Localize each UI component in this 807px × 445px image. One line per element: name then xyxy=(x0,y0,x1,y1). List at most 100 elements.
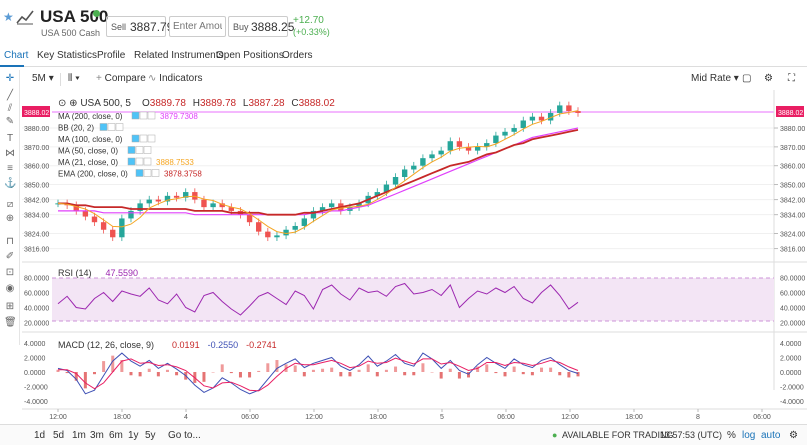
candle-body xyxy=(128,210,134,219)
study-control-icon[interactable] xyxy=(99,123,108,131)
study-control-icon[interactable] xyxy=(115,123,124,131)
macd-line xyxy=(57,352,579,395)
rsi-tick-label-left: 20.0000 xyxy=(24,321,49,328)
price-tick-label: 3842.00 xyxy=(780,198,805,205)
macd-histogram-bar xyxy=(512,366,516,372)
time-tick-label: 06:00 xyxy=(753,414,771,420)
eye-icon[interactable]: ◉ xyxy=(5,283,15,294)
zoom-icon[interactable]: ⊕ xyxy=(5,213,15,224)
lock-icon[interactable]: ⊡ xyxy=(5,267,15,278)
settings-icon[interactable]: ⚙ xyxy=(789,430,798,441)
range-3m[interactable]: 3m xyxy=(90,430,104,441)
text-icon[interactable]: T xyxy=(6,133,14,144)
macd-tick-label: 0.0000 xyxy=(780,370,802,377)
tab-chart[interactable]: Chart xyxy=(4,50,29,61)
amount-input[interactable] xyxy=(169,16,226,37)
sell-button[interactable]: Sell 3887.79 xyxy=(106,16,173,37)
study-control-icon[interactable] xyxy=(127,146,136,154)
tab-open-positions[interactable]: Open Positions xyxy=(216,50,284,61)
price-type-select[interactable]: Mid Rate ▾ xyxy=(691,73,739,84)
interval-value: 5M xyxy=(32,73,46,84)
tab-key-statistics[interactable]: Key Statistics xyxy=(37,50,98,61)
log-toggle[interactable]: log xyxy=(742,430,756,441)
range-5d[interactable]: 5d xyxy=(53,430,65,441)
channel-icon[interactable]: ⫽ xyxy=(7,103,13,114)
range-6m[interactable]: 6m xyxy=(109,430,123,441)
buy-button[interactable]: Buy 3888.25 xyxy=(228,16,294,37)
square-icon[interactable]: ▢ xyxy=(742,73,752,84)
study-control-icon[interactable] xyxy=(143,146,152,154)
study-control-icon[interactable] xyxy=(143,169,152,177)
chart-area[interactable]: ⊙ ⊕ USA 500, 5 O3889.78 H3889.78 L3887.2… xyxy=(22,90,807,421)
legend-icons[interactable]: ⊙ ⊕ xyxy=(58,98,80,109)
candle-body xyxy=(511,128,517,132)
study-control-icon[interactable] xyxy=(127,157,136,166)
buy-label: Buy xyxy=(233,22,249,32)
tab-related-instruments[interactable]: Related Instruments xyxy=(134,50,224,61)
study-control-icon[interactable] xyxy=(131,111,140,120)
study-name: MA (200, close, 0) xyxy=(58,112,123,121)
rsi-tick-label: 60.0000 xyxy=(780,291,805,298)
price-chart[interactable]: ⊙ ⊕ USA 500, 5 O3889.78 H3889.78 L3887.2… xyxy=(22,90,807,421)
price-tick-label-left: 3870.00 xyxy=(24,145,49,152)
percent-toggle[interactable]: % xyxy=(727,430,736,441)
crosshair-icon[interactable]: ✛ xyxy=(5,73,15,84)
price-badge-right-text: 3888.02 xyxy=(778,110,803,117)
settings-icon[interactable]: ⚙ xyxy=(764,73,773,84)
layers-icon[interactable]: ⊞ xyxy=(5,301,15,312)
pattern-icon[interactable]: ⋈ xyxy=(5,148,15,159)
trash-icon[interactable]: 🗑 xyxy=(4,317,17,328)
time-tick-label: 12:00 xyxy=(561,414,579,420)
magnet-icon[interactable]: ⊓ xyxy=(6,236,14,247)
study-control-icon[interactable] xyxy=(139,111,148,120)
status-dot-icon: ● xyxy=(552,430,558,440)
candle-body xyxy=(319,207,326,211)
study-name: BB (20, 2) xyxy=(58,124,94,133)
fibonacci-icon[interactable]: ≡ xyxy=(7,163,13,174)
brush-icon[interactable]: ✎ xyxy=(5,116,15,127)
chart-type-select[interactable]: ⫴ ▾ xyxy=(68,73,80,84)
compare-button[interactable]: + Compare xyxy=(96,73,146,84)
time-tick-label: 8 xyxy=(696,414,700,420)
candle-body xyxy=(137,203,143,211)
study-control-icon[interactable] xyxy=(151,169,160,177)
pencil-icon[interactable]: ✐ xyxy=(5,251,15,262)
study-control-icon[interactable] xyxy=(147,134,156,143)
study-control-icon[interactable] xyxy=(107,123,116,131)
macd-value-1: 0.0191 xyxy=(172,340,200,350)
anchor-icon[interactable]: ⚓ xyxy=(4,178,17,189)
ruler-icon[interactable]: ⧄ xyxy=(6,199,14,210)
rsi-value: 47.5590 xyxy=(106,268,139,278)
range-1y[interactable]: 1y xyxy=(128,430,139,441)
fullscreen-icon[interactable]: ⛶ xyxy=(788,73,795,84)
ema200-line xyxy=(58,129,579,216)
tab-orders[interactable]: Orders xyxy=(282,50,313,61)
candle-body xyxy=(301,218,308,226)
study-control-icon[interactable] xyxy=(139,134,148,143)
tab-profile[interactable]: Profile xyxy=(97,50,126,61)
study-control-icon[interactable] xyxy=(135,157,144,166)
star-icon[interactable]: ★ xyxy=(3,10,14,24)
trendline-icon[interactable]: ╱ xyxy=(6,90,14,101)
range-1m[interactable]: 1m xyxy=(72,430,86,441)
range-5y[interactable]: 5y xyxy=(145,430,156,441)
macd-axis: 4.0000 4.0000 2.0000 2.0000 0.0000 0.0000 -2.0… xyxy=(24,341,804,406)
candle-body xyxy=(292,225,298,230)
time-tick-label: 4 xyxy=(184,414,188,420)
interval-select[interactable]: 5M ▾ xyxy=(32,73,54,84)
candle-body xyxy=(82,210,89,217)
auto-toggle[interactable]: auto xyxy=(761,430,781,441)
study-control-icon[interactable] xyxy=(135,146,144,154)
study-control-icon[interactable] xyxy=(143,157,152,166)
macd-histogram-bar xyxy=(229,372,233,374)
study-control-icon[interactable] xyxy=(131,134,140,143)
goto-button[interactable]: Go to... xyxy=(168,430,201,441)
range-1d[interactable]: 1d xyxy=(34,430,46,441)
buy-price: 3888.25 xyxy=(251,20,295,34)
study-control-icon[interactable] xyxy=(135,169,144,177)
market-open-indicator xyxy=(93,10,100,17)
study-control-icon[interactable] xyxy=(147,111,156,120)
indicators-button[interactable]: ∿ Indicators xyxy=(148,73,203,84)
candle-body xyxy=(401,169,408,177)
ohlc-high: 3889.78 xyxy=(200,98,237,109)
